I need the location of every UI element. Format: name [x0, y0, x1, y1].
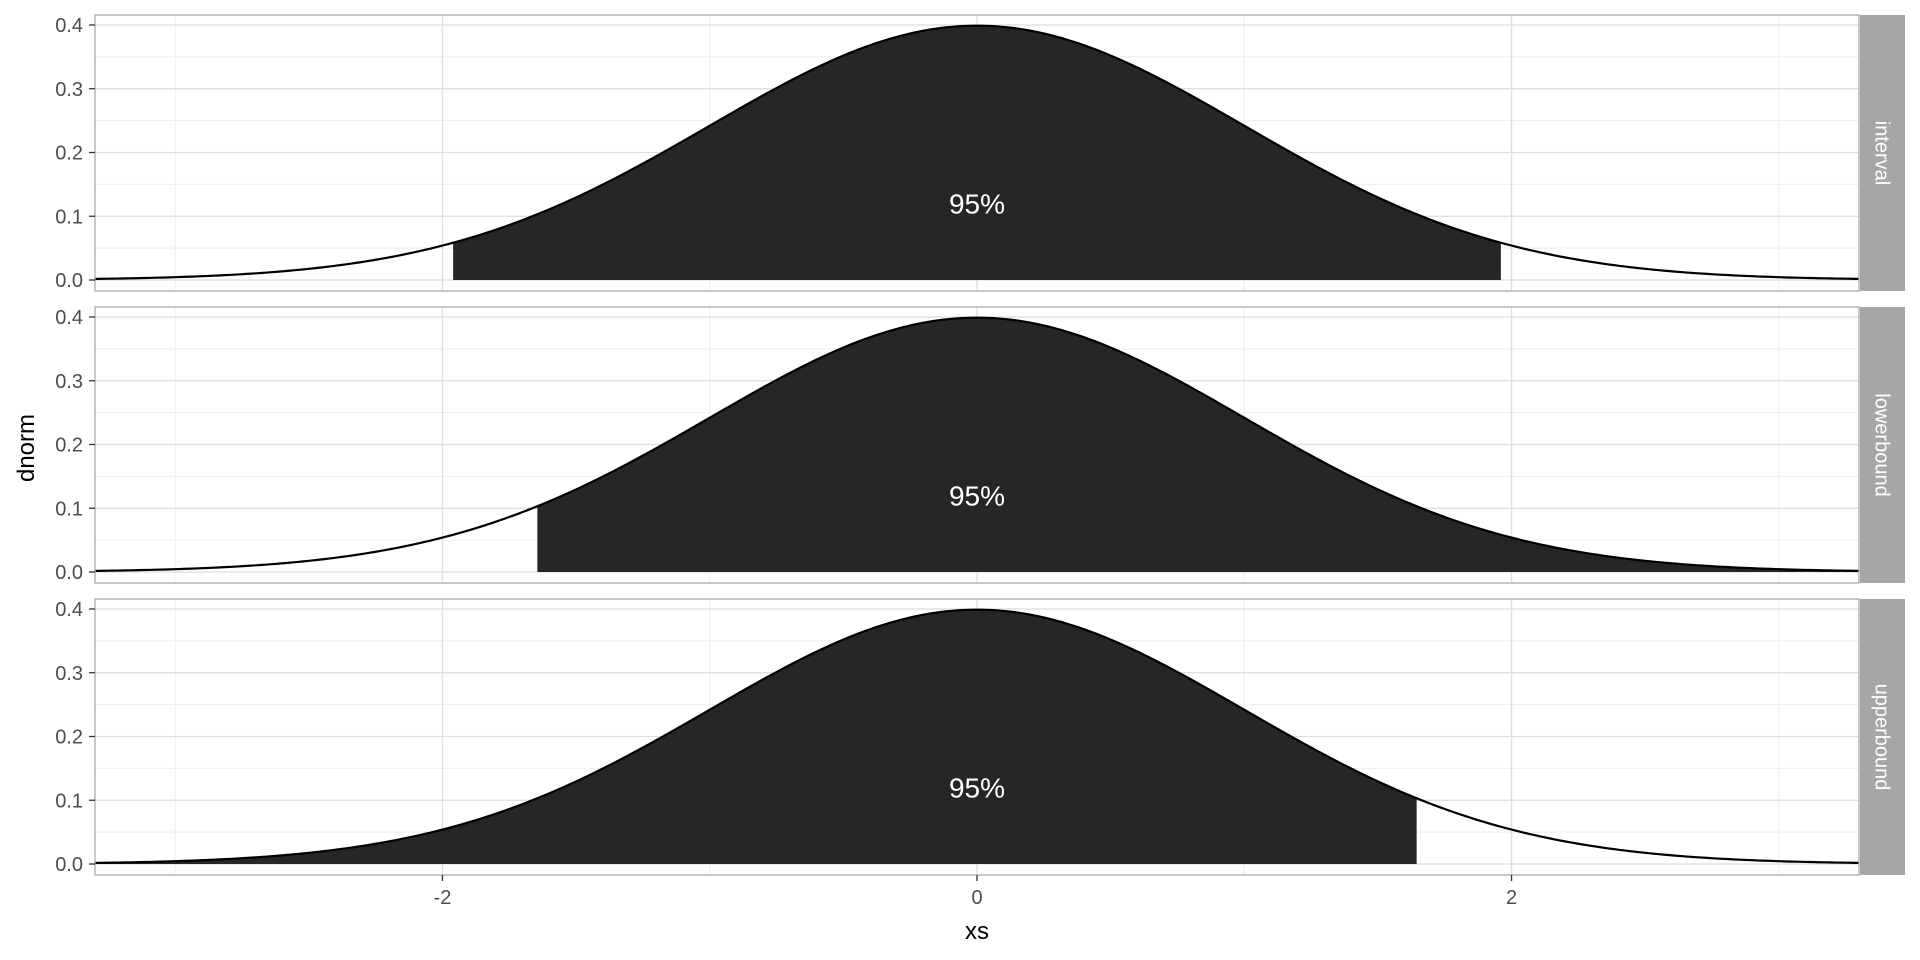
density-curve — [94, 316, 1860, 572]
y-axis-title: dnorm — [13, 414, 40, 482]
annotation-label: 95% — [949, 189, 1005, 220]
panel-interval: 95% 0.0 0.1 0.2 0.3 0.4 interval — [55, 14, 1905, 292]
x-tick-label: 0 — [971, 887, 982, 909]
y-tick-label: 0.4 — [55, 599, 83, 621]
y-tick-label: 0.0 — [55, 562, 83, 584]
x-tick-label: 2 — [1506, 887, 1517, 909]
strip-label: lowerbound — [1871, 393, 1893, 496]
strip-background — [1860, 15, 1905, 291]
shaded-area — [537, 317, 1859, 572]
annotation-label: 95% — [949, 481, 1005, 512]
y-tick-label: 0.4 — [55, 307, 83, 329]
x-tick-label: -2 — [434, 887, 452, 909]
y-tick-label: 0.3 — [55, 371, 83, 393]
strip-background — [1860, 599, 1905, 875]
y-tick-label: 0.3 — [55, 79, 83, 101]
x-axis-title: xs — [965, 918, 989, 945]
annotation-label: 95% — [949, 773, 1005, 804]
density-curve — [94, 24, 1860, 280]
y-tick-label: 0.2 — [55, 435, 83, 457]
density-curve — [94, 608, 1860, 864]
y-tick-label: 0.0 — [55, 270, 83, 292]
panels-layer: 95% 0.0 0.1 0.2 0.3 0.4 interval 95% 0.0 0.1 0.2 0.… — [55, 14, 1905, 909]
y-tick-label: 0.1 — [55, 206, 83, 228]
y-tick-label: 0.1 — [55, 790, 83, 812]
y-tick-label: 0.3 — [55, 663, 83, 685]
y-tick-label: 0.2 — [55, 143, 83, 165]
panel-lowerbound: 95% 0.0 0.1 0.2 0.3 0.4 lowerbound — [55, 306, 1905, 584]
y-tick-label: 0.1 — [55, 498, 83, 520]
strip-label: upperbound — [1871, 684, 1893, 791]
panel-upperbound: 95% 0.0 0.1 0.2 0.3 0.4 upperbound -2 0 2 — [55, 598, 1905, 909]
y-tick-label: 0.2 — [55, 727, 83, 749]
strip-background — [1860, 307, 1905, 583]
shaded-area — [95, 609, 1417, 864]
y-tick-label: 0.4 — [55, 15, 83, 37]
shaded-area — [453, 25, 1501, 281]
strip-label: interval — [1871, 121, 1893, 185]
y-tick-label: 0.0 — [55, 854, 83, 876]
